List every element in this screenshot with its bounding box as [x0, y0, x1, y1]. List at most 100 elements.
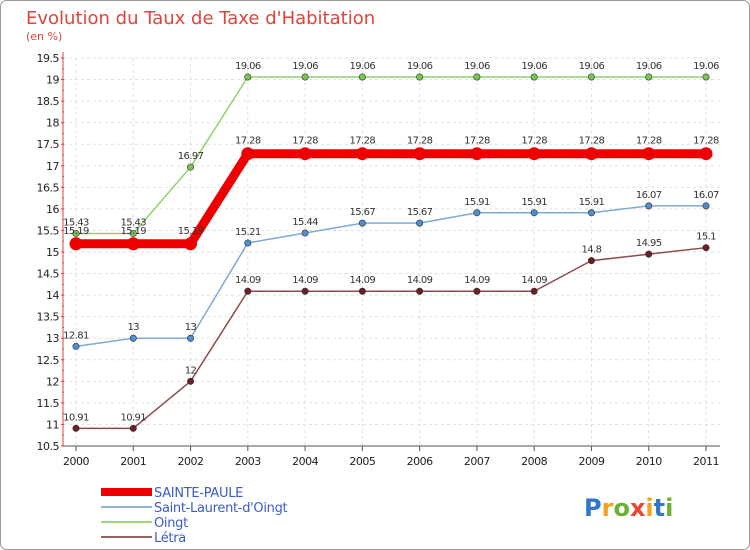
data-point-oingt [645, 73, 653, 81]
data-label-oingt: 15.43 [120, 217, 146, 228]
data-label-oingt: 19.06 [693, 61, 719, 72]
legend-label-sainte-paule: SAINTE-PAULE [154, 486, 243, 501]
data-label-sainte-paule: 17.28 [292, 136, 318, 147]
data-labels-layer: 15.43 15.43 16.97 19.06 19.06 19.06 19.06 19.06… [63, 61, 719, 423]
data-point-oingt [187, 163, 195, 171]
data-point-sainte-paule [298, 147, 312, 161]
data-point-l-tra [645, 250, 653, 258]
y-tick-label: 16.5 [37, 181, 60, 194]
data-label-sainte-paule: 17.28 [693, 136, 719, 147]
data-point-sainte-paule [241, 147, 255, 161]
x-tick-label: 2004 [292, 455, 318, 468]
data-label-oingt: 19.06 [521, 61, 547, 72]
data-label-saint-laurent-d-oingt: 15.91 [521, 197, 547, 208]
data-point-oingt [301, 73, 309, 81]
data-label-saint-laurent-d-oingt: 13 [128, 322, 140, 333]
data-label-oingt: 19.06 [579, 61, 605, 72]
data-point-saint-laurent-d-oingt [702, 202, 710, 210]
y-tick-label: 18 [46, 117, 59, 130]
x-tick-label: 2005 [349, 455, 375, 468]
data-label-saint-laurent-d-oingt: 15.91 [579, 197, 605, 208]
y-tick-label: 17.5 [37, 138, 60, 151]
data-label-oingt: 19.06 [464, 61, 490, 72]
y-tick-label: 14.5 [37, 268, 60, 281]
data-label-sainte-paule: 15.19 [120, 226, 146, 237]
data-point-saint-laurent-d-oingt [244, 239, 252, 247]
series-layer [69, 73, 713, 432]
series-line-sainte-paule [71, 149, 711, 249]
data-label-saint-laurent-d-oingt: 15.44 [292, 217, 318, 228]
data-point-saint-laurent-d-oingt [129, 334, 137, 342]
y-tick-label: 12 [46, 375, 59, 388]
data-point-saint-laurent-d-oingt [645, 202, 653, 210]
x-tick-label: 2011 [693, 455, 719, 468]
y-tick-label: 15 [46, 246, 59, 259]
data-point-saint-laurent-d-oingt [72, 342, 80, 350]
data-label-l-tra: 14.95 [636, 238, 662, 249]
data-label-sainte-paule: 17.28 [636, 136, 662, 147]
data-point-sainte-paule [413, 147, 427, 161]
logo-letter: x [630, 494, 646, 522]
y-tick-label: 14 [46, 289, 59, 302]
series-line-oingt [75, 76, 707, 235]
data-label-oingt: 16.97 [178, 151, 204, 162]
data-point-l-tra [530, 287, 538, 295]
data-label-l-tra: 14.8 [582, 245, 602, 256]
data-point-oingt [129, 229, 137, 237]
legend-label-oingt: Oingt [154, 516, 188, 531]
data-point-sainte-paule [355, 147, 369, 161]
data-label-l-tra: 10.91 [120, 412, 146, 423]
y-tick-label: 10.5 [37, 440, 60, 453]
chart-subtitle: (en %) [26, 30, 62, 43]
logo-letter: i [665, 494, 673, 522]
data-point-l-tra [702, 244, 710, 252]
data-label-oingt: 19.06 [350, 61, 376, 72]
data-point-l-tra [244, 287, 252, 295]
y-tick-label: 17 [46, 160, 59, 173]
proxiti-logo: Proxiti [584, 494, 673, 522]
data-label-sainte-paule: 17.28 [521, 136, 547, 147]
data-label-l-tra: 10.91 [63, 412, 89, 423]
y-tick-label: 12.5 [37, 354, 60, 367]
x-tick-label: 2009 [578, 455, 604, 468]
x-tick-label: 2003 [235, 455, 261, 468]
data-label-sainte-paule: 17.28 [407, 136, 433, 147]
x-tick-label: 2000 [63, 455, 89, 468]
logo-letter: P [584, 494, 602, 522]
data-label-oingt: 19.06 [407, 61, 433, 72]
logo-letter: r [602, 494, 614, 522]
data-label-sainte-paule: 17.28 [464, 136, 490, 147]
data-label-saint-laurent-d-oingt: 15.91 [464, 197, 490, 208]
data-label-saint-laurent-d-oingt: 16.07 [693, 190, 719, 201]
data-point-oingt [244, 73, 252, 81]
x-tick-label: 2006 [407, 455, 433, 468]
data-label-saint-laurent-d-oingt: 15.21 [235, 227, 261, 238]
y-tick-label: 19 [46, 74, 59, 87]
data-label-sainte-paule: 17.28 [579, 136, 605, 147]
data-label-saint-laurent-d-oingt: 15.67 [407, 207, 433, 218]
data-label-saint-laurent-d-oingt: 13 [185, 322, 197, 333]
data-point-sainte-paule [69, 237, 83, 251]
data-label-l-tra: 14.09 [407, 275, 433, 286]
x-tick-label: 2002 [178, 455, 204, 468]
data-point-l-tra [301, 287, 309, 295]
logo-letter: i [645, 494, 653, 522]
data-label-saint-laurent-d-oingt: 12.81 [63, 330, 89, 341]
data-point-oingt [358, 73, 366, 81]
data-point-sainte-paule [699, 147, 713, 161]
data-label-l-tra: 15.1 [696, 232, 716, 243]
legend-label-saint-laurent-d-oingt: Saint-Laurent-d'Oingt [154, 501, 288, 516]
data-label-sainte-paule: 15.19 [178, 226, 204, 237]
y-tick-label: 13.5 [37, 311, 60, 324]
data-point-oingt [702, 73, 710, 81]
data-point-l-tra [587, 257, 595, 265]
data-point-sainte-paule [584, 147, 598, 161]
legend: SAINTE-PAULESaint-Laurent-d'OingtOingtLé… [101, 486, 288, 546]
data-point-sainte-paule [527, 147, 541, 161]
data-point-oingt [473, 73, 481, 81]
x-tick-label: 2001 [120, 455, 146, 468]
data-point-sainte-paule [126, 237, 140, 251]
data-point-saint-laurent-d-oingt [530, 209, 538, 217]
data-label-sainte-paule: 17.28 [235, 136, 261, 147]
